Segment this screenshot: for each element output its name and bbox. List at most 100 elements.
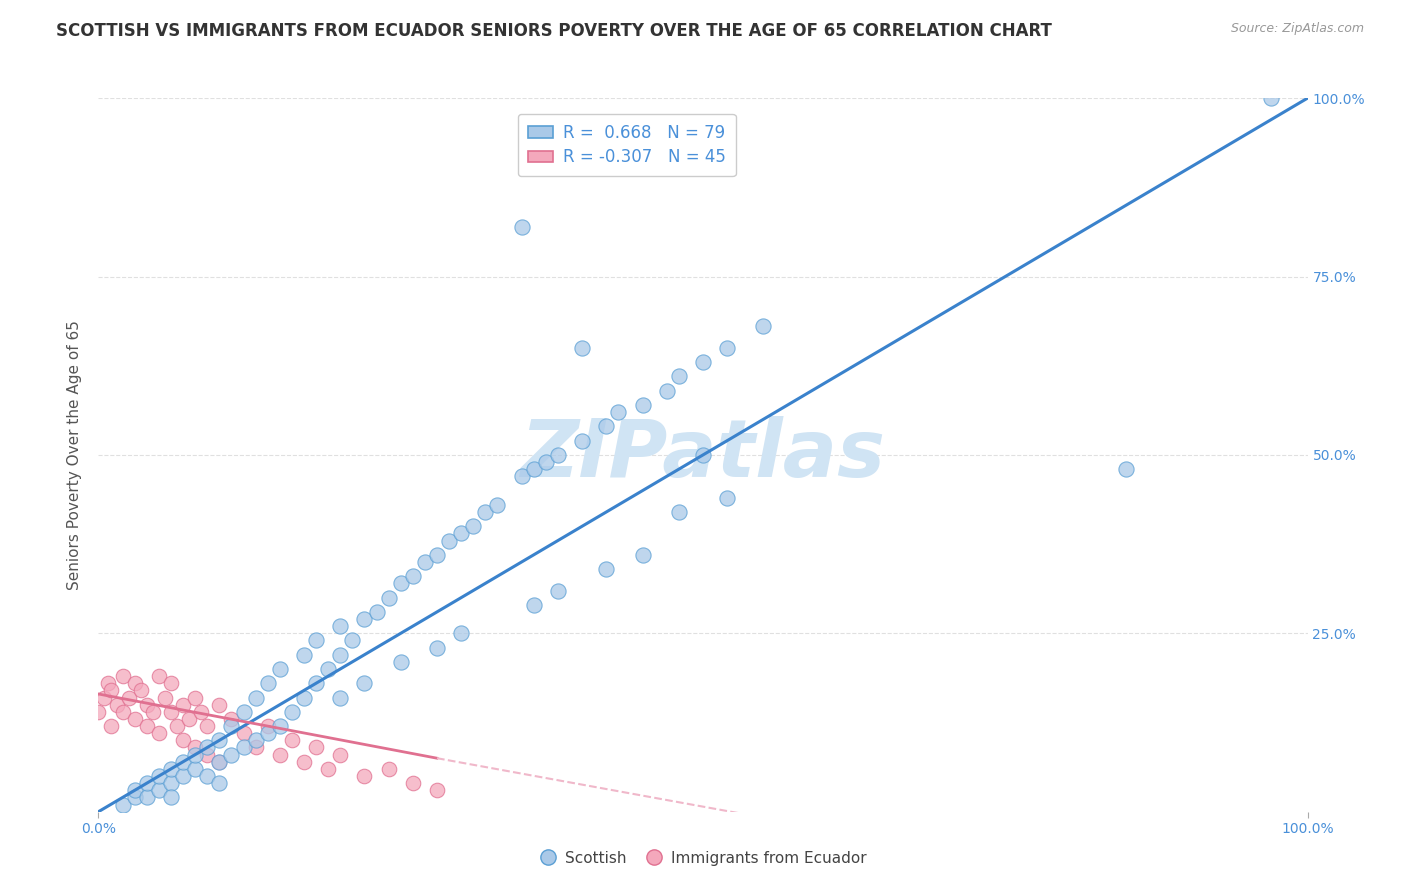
Point — [148, 783, 170, 797]
Point — [195, 769, 218, 783]
Point — [1260, 91, 1282, 105]
Point — [402, 569, 425, 583]
Point — [377, 591, 399, 605]
Point — [305, 633, 328, 648]
Point — [595, 419, 617, 434]
Point — [668, 369, 690, 384]
Point — [160, 705, 183, 719]
Point — [450, 626, 472, 640]
Point — [631, 398, 654, 412]
Point — [269, 662, 291, 676]
Point — [752, 319, 775, 334]
Point — [595, 562, 617, 576]
Point — [172, 698, 194, 712]
Point — [172, 769, 194, 783]
Point — [245, 733, 267, 747]
Legend: Scottish, Immigrants from Ecuador: Scottish, Immigrants from Ecuador — [533, 845, 873, 871]
Point — [195, 747, 218, 762]
Point — [450, 526, 472, 541]
Point — [148, 669, 170, 683]
Point — [292, 690, 315, 705]
Point — [184, 690, 207, 705]
Point — [269, 747, 291, 762]
Point — [426, 640, 449, 655]
Point — [353, 676, 375, 690]
Point — [329, 619, 352, 633]
Point — [329, 648, 352, 662]
Point — [142, 705, 165, 719]
Point — [160, 676, 183, 690]
Point — [281, 733, 304, 747]
Point — [97, 676, 120, 690]
Point — [305, 740, 328, 755]
Point — [135, 719, 157, 733]
Point — [190, 705, 212, 719]
Point — [111, 797, 134, 812]
Point — [510, 469, 533, 483]
Text: SCOTTISH VS IMMIGRANTS FROM ECUADOR SENIORS POVERTY OVER THE AGE OF 65 CORRELATI: SCOTTISH VS IMMIGRANTS FROM ECUADOR SENI… — [56, 22, 1052, 40]
Point — [292, 755, 315, 769]
Point — [305, 676, 328, 690]
Point — [353, 769, 375, 783]
Point — [195, 740, 218, 755]
Point — [377, 762, 399, 776]
Point — [208, 776, 231, 790]
Point — [111, 669, 134, 683]
Text: ZIPatlas: ZIPatlas — [520, 416, 886, 494]
Point — [426, 548, 449, 562]
Point — [129, 683, 152, 698]
Point — [184, 762, 207, 776]
Point — [111, 705, 134, 719]
Point — [692, 355, 714, 369]
Point — [195, 719, 218, 733]
Point — [366, 605, 388, 619]
Point — [208, 698, 231, 712]
Point — [329, 747, 352, 762]
Point — [256, 719, 278, 733]
Point — [692, 448, 714, 462]
Point — [437, 533, 460, 548]
Point — [148, 726, 170, 740]
Point — [184, 747, 207, 762]
Point — [124, 676, 146, 690]
Point — [547, 448, 569, 462]
Point — [124, 790, 146, 805]
Point — [413, 555, 436, 569]
Point — [534, 455, 557, 469]
Point — [668, 505, 690, 519]
Text: Source: ZipAtlas.com: Source: ZipAtlas.com — [1230, 22, 1364, 36]
Point — [402, 776, 425, 790]
Point — [93, 690, 115, 705]
Point — [221, 712, 243, 726]
Point — [523, 462, 546, 476]
Point — [281, 705, 304, 719]
Point — [172, 733, 194, 747]
Point — [292, 648, 315, 662]
Point — [135, 790, 157, 805]
Point — [607, 405, 630, 419]
Point — [135, 698, 157, 712]
Point — [148, 769, 170, 783]
Point — [474, 505, 496, 519]
Point — [208, 755, 231, 769]
Point — [208, 755, 231, 769]
Point — [389, 576, 412, 591]
Point — [353, 612, 375, 626]
Point — [87, 705, 110, 719]
Point — [329, 690, 352, 705]
Point — [316, 662, 339, 676]
Point — [510, 219, 533, 234]
Point — [245, 740, 267, 755]
Point — [153, 690, 176, 705]
Point — [1115, 462, 1137, 476]
Point — [221, 747, 243, 762]
Point — [124, 712, 146, 726]
Y-axis label: Seniors Poverty Over the Age of 65: Seniors Poverty Over the Age of 65 — [67, 320, 83, 590]
Point — [232, 705, 254, 719]
Point — [135, 776, 157, 790]
Point — [100, 719, 122, 733]
Point — [124, 783, 146, 797]
Point — [716, 491, 738, 505]
Point — [463, 519, 485, 533]
Point — [160, 790, 183, 805]
